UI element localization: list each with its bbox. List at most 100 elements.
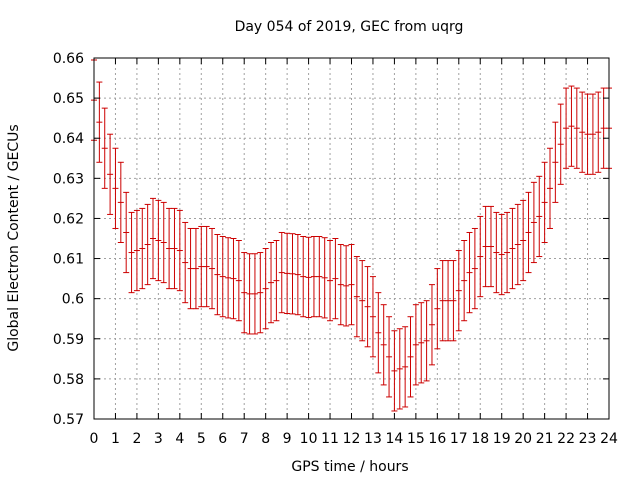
error-bar-point — [466, 231, 473, 314]
y-tick-label: 0.62 — [53, 211, 84, 227]
error-bar-point — [268, 242, 275, 324]
y-tick-label: 0.66 — [53, 51, 84, 67]
x-tick-label: 16 — [428, 431, 446, 447]
error-bar-point — [321, 237, 328, 319]
axis-ticks — [93, 57, 610, 420]
x-tick-label: 6 — [218, 431, 227, 447]
y-tick-label: 0.57 — [53, 412, 84, 428]
x-tick-label: 1 — [111, 431, 120, 447]
x-tick-label: 11 — [321, 431, 339, 447]
error-bar-point — [439, 260, 446, 342]
error-bar-point — [428, 284, 435, 366]
error-bar-point — [101, 107, 108, 189]
error-bar-point — [241, 252, 248, 334]
y-tick-label: 0.63 — [53, 171, 84, 187]
x-tick-label: 18 — [471, 431, 489, 447]
error-bar-point — [155, 199, 162, 282]
error-bar-point — [144, 203, 151, 286]
x-tick-label: 17 — [450, 431, 468, 447]
tick-labels: 0 1 2 3 4 5 6 7 8 9 10 11 12 13 14 15 16 17 18 19 20 21 22 23 24… — [53, 51, 618, 447]
error-bar-point — [493, 211, 500, 294]
error-bar-point — [353, 256, 360, 338]
error-bar-point — [192, 227, 199, 310]
x-tick-label: 19 — [493, 431, 511, 447]
x-tick-label: 2 — [132, 431, 141, 447]
error-bar-point — [327, 240, 334, 322]
error-bar-point — [343, 245, 350, 327]
error-bar-point — [310, 235, 317, 318]
error-bar-point — [386, 316, 393, 398]
error-bar-point — [150, 197, 157, 280]
error-bar-point — [568, 85, 575, 167]
error-bar-point — [273, 240, 280, 322]
y-tick-label: 0.58 — [53, 372, 84, 388]
error-bar-point — [139, 207, 146, 290]
error-bar-point — [434, 268, 441, 350]
x-tick-label: 9 — [283, 431, 292, 447]
error-bar-point — [359, 260, 366, 342]
error-bar-point — [133, 209, 140, 292]
x-axis-label: GPS time / hours — [291, 459, 408, 475]
error-bar-point — [278, 231, 285, 314]
error-bar-point — [128, 211, 135, 294]
error-bar-point — [107, 133, 114, 215]
error-bar-point — [123, 191, 130, 274]
y-tick-label: 0.64 — [53, 131, 84, 147]
error-bar-point — [498, 213, 505, 296]
error-bar-point — [209, 227, 216, 310]
x-tick-label: 4 — [175, 431, 184, 447]
error-bar-point — [573, 87, 580, 169]
error-bar-point — [332, 238, 339, 320]
error-bar-point — [176, 209, 183, 292]
error-bar-point — [166, 207, 173, 290]
error-bar-point — [450, 260, 457, 342]
error-bar-point — [552, 121, 559, 203]
error-bar-point — [171, 207, 178, 290]
error-bar-point — [96, 81, 103, 163]
error-bar-point — [187, 227, 194, 310]
error-bar-point — [316, 235, 323, 318]
error-bar-point — [514, 203, 521, 286]
error-bar-point — [471, 227, 478, 310]
y-tick-label: 0.65 — [53, 91, 84, 107]
error-bar-point — [412, 304, 419, 386]
error-bar-point — [369, 276, 376, 358]
error-bar-point — [257, 252, 264, 334]
x-tick-label: 15 — [407, 431, 425, 447]
x-tick-label: 0 — [90, 431, 99, 447]
y-axis-label: Global Electron Content / GECUs — [6, 124, 22, 351]
chart-title: Day 054 of 2019, GEC from uqrg — [235, 19, 464, 35]
x-tick-label: 23 — [579, 431, 597, 447]
error-bar-point — [546, 147, 553, 229]
error-bar-point — [563, 87, 570, 169]
error-bar-point — [509, 207, 516, 290]
error-bar-point — [348, 244, 355, 326]
error-bar-point — [300, 235, 307, 318]
error-bar-point — [584, 93, 591, 175]
error-bar-point — [112, 147, 119, 229]
error-bar-point — [402, 326, 409, 408]
error-bar-point — [595, 91, 602, 173]
error-bar-point — [530, 181, 537, 264]
x-tick-label: 8 — [261, 431, 270, 447]
x-tick-label: 10 — [300, 431, 318, 447]
error-bar-point — [520, 199, 527, 282]
y-tick-label: 0.61 — [53, 252, 84, 268]
error-bar-point — [461, 240, 468, 322]
error-bar-point — [579, 91, 586, 173]
error-bar-point — [235, 240, 242, 322]
error-bar-point — [380, 304, 387, 386]
error-bar-point — [557, 103, 564, 185]
error-bar-point — [477, 215, 484, 298]
error-bar-point — [214, 233, 221, 316]
error-bar-point — [600, 87, 607, 169]
error-bar-point — [391, 330, 398, 412]
error-bar-point — [487, 205, 494, 288]
error-bar-point — [407, 316, 414, 398]
error-bar-point — [198, 225, 205, 308]
error-bar-point — [262, 248, 269, 330]
x-tick-label: 20 — [514, 431, 532, 447]
error-bar-point — [305, 236, 312, 319]
error-bar-point — [396, 328, 403, 410]
